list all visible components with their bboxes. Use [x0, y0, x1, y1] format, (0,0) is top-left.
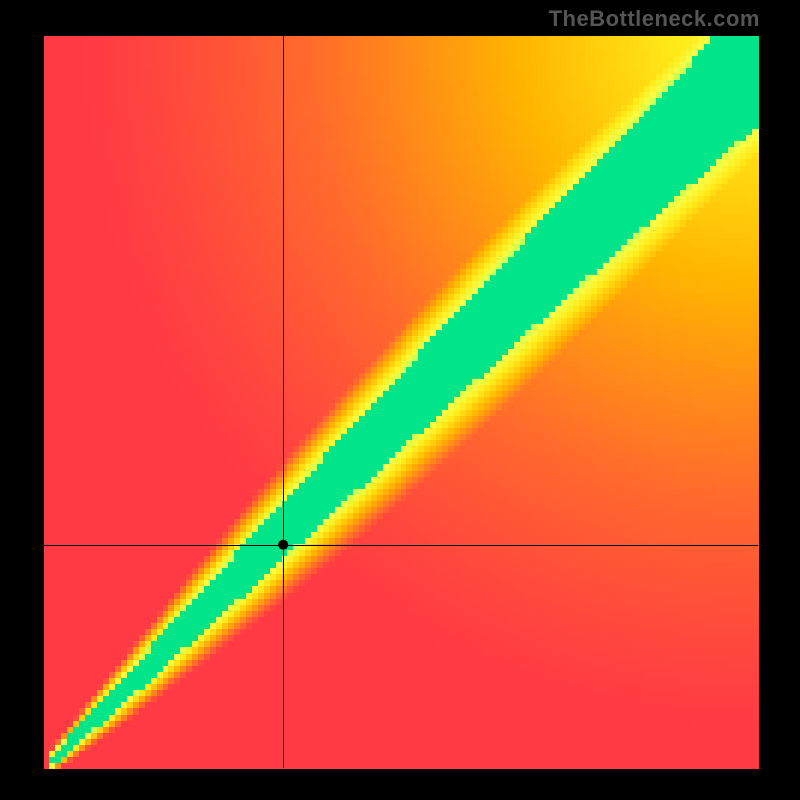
watermark-text: TheBottleneck.com [549, 6, 760, 32]
bottleneck-heatmap [0, 0, 800, 800]
chart-container: TheBottleneck.com [0, 0, 800, 800]
